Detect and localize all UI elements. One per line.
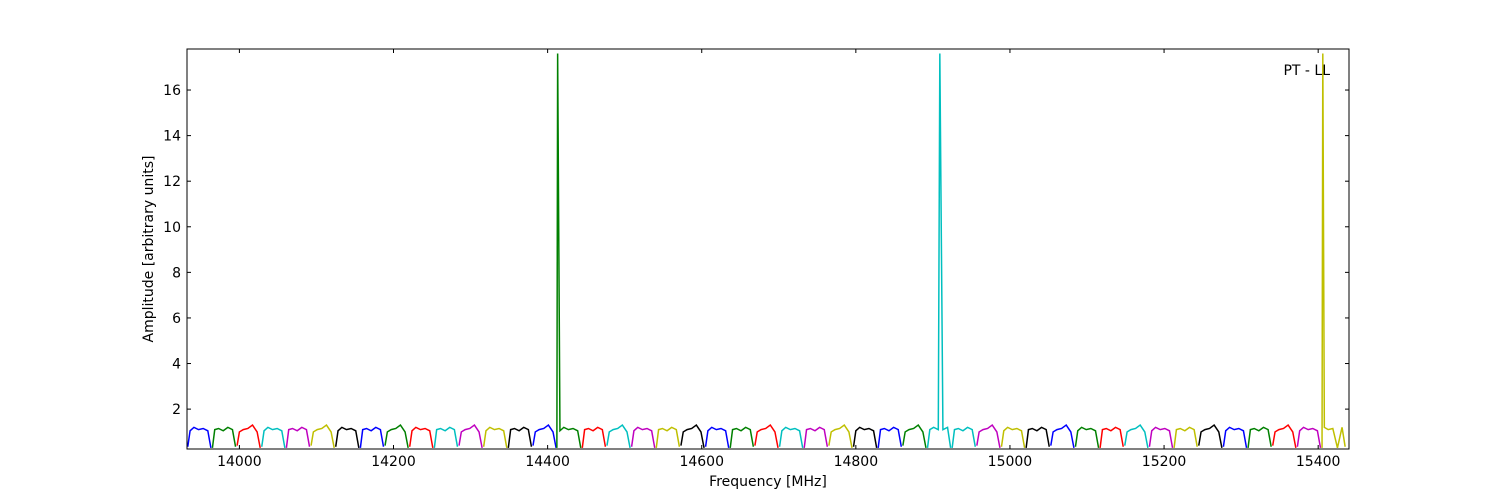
series-line [408,426,434,448]
series-line [556,53,582,448]
x-tick-label: 15000 [988,454,1033,470]
series-line [1099,426,1124,448]
y-tick-label: 12 [163,174,181,190]
x-tick-label: 15200 [1142,454,1187,470]
series-line [1148,426,1174,448]
series-line [630,426,656,448]
series-line [1321,53,1346,449]
series-line [902,424,927,449]
series-line [704,426,730,448]
series-line [1000,426,1026,448]
y-tick-label: 8 [172,265,181,281]
x-tick-label: 14800 [834,454,879,470]
series-line [285,426,311,448]
series-line [976,424,1001,449]
y-tick-label: 4 [172,357,181,373]
series-line [211,426,237,448]
series-line [359,426,385,448]
series-line [655,426,681,448]
series-line [1296,426,1322,448]
series-line [433,426,459,448]
x-tick-label: 14400 [525,454,570,470]
series-line [1271,424,1297,449]
series-line [1247,426,1272,448]
series-line [482,426,508,448]
series-line [606,424,631,449]
y-tick-label: 10 [163,220,181,236]
plot-area [187,53,1346,449]
axes-frame [186,48,1350,450]
series-line [334,426,360,448]
series-line [581,426,607,448]
series-line [852,426,878,448]
series-line [260,426,286,448]
series-line [458,424,483,449]
series-line [384,424,409,449]
series-line [926,53,952,448]
y-tick-label: 14 [163,129,181,145]
x-tick-label: 14600 [679,454,724,470]
series-line [877,426,903,448]
y-tick-label: 6 [172,311,181,327]
series-line [680,424,705,449]
series-line [507,426,533,448]
series-line [236,424,261,449]
series-line [729,426,755,448]
x-tick-label: 14000 [217,454,262,470]
y-tick-label: 2 [172,402,181,418]
x-axis-label: Frequency [MHz] [709,474,827,490]
series-line [754,424,779,449]
annotation: PT - LL [1283,63,1330,79]
y-tick-label: 16 [163,83,181,99]
series-line [310,424,335,449]
series-line [951,426,977,448]
series-line [1050,424,1075,449]
y-axis-label: Amplitude [arbitrary units] [141,156,157,343]
series-line [1198,424,1223,449]
series-line [1222,426,1248,448]
series-line [778,426,804,448]
series-line [1025,426,1050,448]
series-line [1173,426,1198,448]
series-line [532,424,557,449]
x-tick-label: 15400 [1296,454,1341,470]
x-tick-label: 14200 [371,454,416,470]
series-line [187,426,212,448]
series-line [828,424,853,449]
series-line [1124,424,1149,449]
series-line [1074,426,1100,448]
series-line [803,426,829,448]
